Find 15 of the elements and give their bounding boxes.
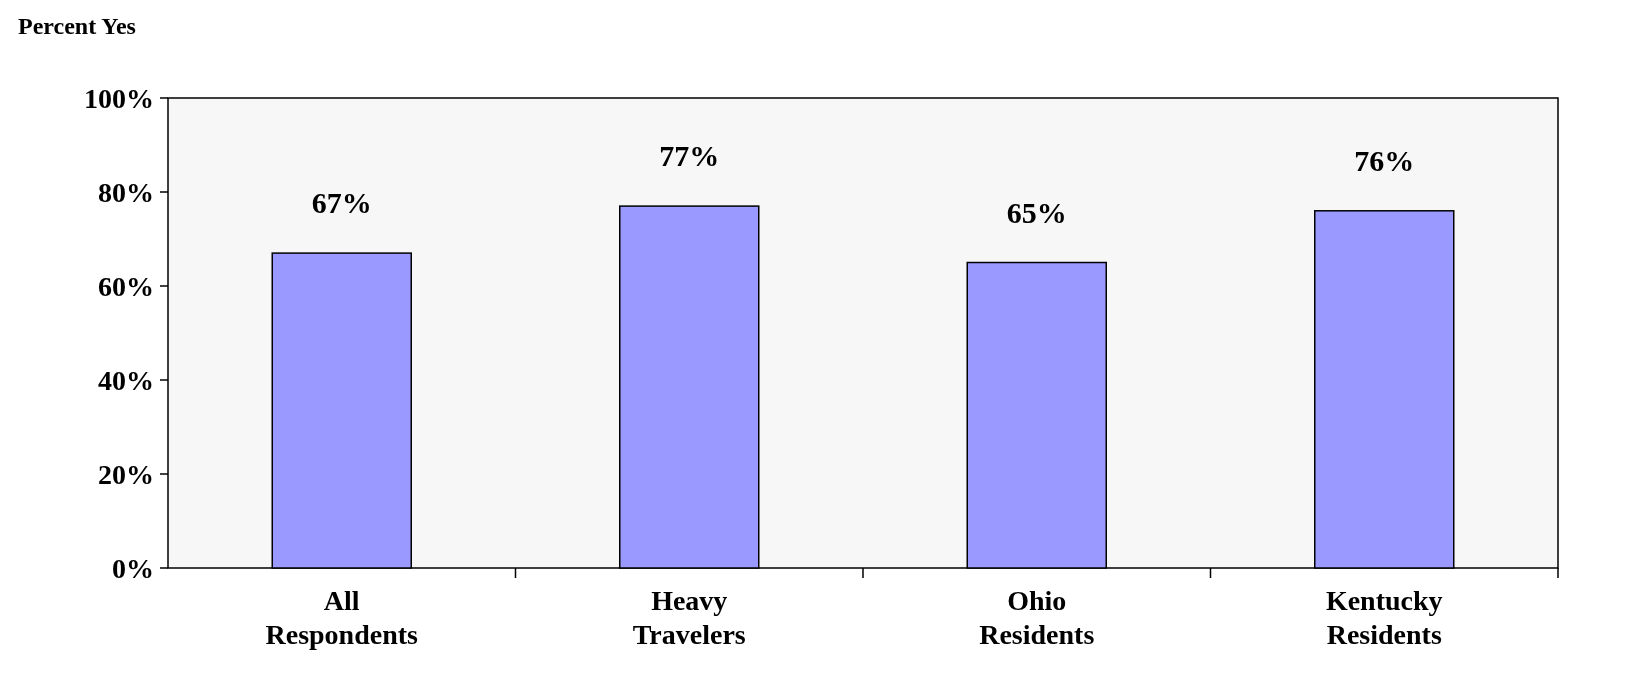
x-tick-label: All Respondents: [265, 585, 419, 650]
y-tick-label: 20%: [98, 458, 154, 490]
data-label: 65%: [1006, 195, 1067, 229]
y-axis-title: Percent Yes: [18, 13, 136, 39]
x-tick-label: Kentucky Residents: [1325, 585, 1443, 650]
y-tick-label: 0%: [112, 552, 154, 584]
y-tick-label: 100%: [84, 82, 154, 114]
y-tick-label: 60%: [98, 270, 154, 302]
x-tick-label: Ohio Residents: [979, 585, 1095, 650]
x-tick-label: Heavy Travelers: [632, 585, 746, 650]
data-label: 67%: [311, 186, 372, 220]
y-tick-label: 40%: [98, 364, 154, 396]
data-label: 76%: [1354, 143, 1415, 177]
y-tick-label: 80%: [98, 176, 154, 208]
data-label: 77%: [659, 139, 720, 173]
